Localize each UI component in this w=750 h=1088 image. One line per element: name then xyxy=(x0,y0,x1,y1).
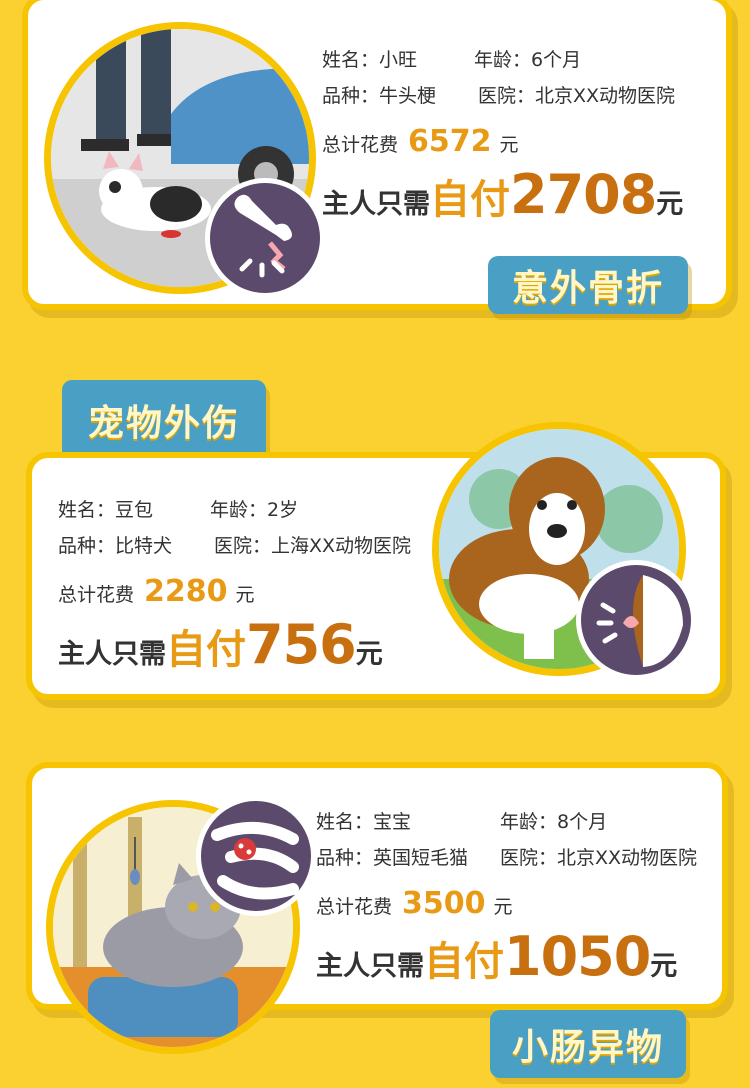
pet-breed: 比特犬 xyxy=(115,534,173,557)
pay-word: 自付 xyxy=(424,939,504,985)
category-tab-fracture: 意外骨折 xyxy=(488,256,688,314)
age-label: 年龄： xyxy=(210,498,268,521)
name-label: 姓名： xyxy=(322,48,380,71)
total-label: 总计花费 xyxy=(316,896,393,918)
bulldog-illustration xyxy=(432,422,686,676)
total-amount: 2280 xyxy=(144,574,228,609)
pay-unit: 元 xyxy=(355,639,383,670)
pet-name: 豆包 xyxy=(115,498,154,521)
pet-hospital: 上海XX动物医院 xyxy=(271,534,412,557)
cat-illustration xyxy=(46,800,300,1054)
pay-word: 自付 xyxy=(166,627,246,673)
total-label: 总计花费 xyxy=(58,584,135,606)
total-amount: 3500 xyxy=(402,886,486,921)
total-unit: 元 xyxy=(493,896,513,918)
hospital-label: 医院： xyxy=(478,84,536,107)
pay-unit: 元 xyxy=(650,951,678,982)
pet-hospital: 北京XX动物医院 xyxy=(535,84,676,107)
breed-label: 品种： xyxy=(322,84,380,107)
name-label: 姓名： xyxy=(58,498,116,521)
category-label: 小肠异物 xyxy=(511,1027,664,1068)
pay-amount: 756 xyxy=(246,613,357,676)
pet-age: 6个月 xyxy=(531,48,582,71)
pet-name: 小旺 xyxy=(379,48,418,71)
category-label: 意外骨折 xyxy=(511,268,664,309)
category-label: 宠物外伤 xyxy=(87,403,240,444)
pet-name: 宝宝 xyxy=(373,810,412,833)
pet-hospital: 北京XX动物医院 xyxy=(557,846,698,869)
pet-breed: 英国短毛猫 xyxy=(373,846,469,869)
hospital-label: 医院： xyxy=(500,846,558,869)
name-label: 姓名： xyxy=(316,810,374,833)
case-info-fracture: 姓名：小旺 年龄：6个月 品种：牛头梗 医院：北京XX动物医院 总计花费 657… xyxy=(322,40,684,227)
pay-word: 自付 xyxy=(430,177,510,223)
breed-label: 品种： xyxy=(316,846,374,869)
broken-bone-icon xyxy=(205,178,325,298)
pet-breed: 牛头梗 xyxy=(379,84,437,107)
age-label: 年龄： xyxy=(474,48,532,71)
total-unit: 元 xyxy=(499,134,519,156)
pet-age: 8个月 xyxy=(557,810,608,833)
pay-amount: 2708 xyxy=(510,163,657,226)
intestine-icon xyxy=(196,796,316,916)
age-label: 年龄： xyxy=(500,810,558,833)
case-info-injury: 姓名：豆包 年龄：2岁 品种：比特犬 医院：上海XX动物医院 总计花费 2280… xyxy=(58,490,412,677)
hospital-label: 医院： xyxy=(214,534,272,557)
breed-label: 品种： xyxy=(58,534,116,557)
case-info-foreign-body: 姓名：宝宝 年龄：8个月 品种：英国短毛猫 医院：北京XX动物医院 总计花费 3… xyxy=(316,802,698,989)
wound-icon xyxy=(576,560,696,680)
total-unit: 元 xyxy=(235,584,255,606)
pay-prefix: 主人只需 xyxy=(322,189,430,220)
pay-prefix: 主人只需 xyxy=(316,951,424,982)
category-tab-foreign-body: 小肠异物 xyxy=(490,1010,686,1078)
total-label: 总计花费 xyxy=(322,134,399,156)
total-amount: 6572 xyxy=(408,124,492,159)
pet-age: 2岁 xyxy=(267,498,299,521)
pay-prefix: 主人只需 xyxy=(58,639,166,670)
pay-amount: 1050 xyxy=(504,925,651,988)
category-tab-injury: 宠物外伤 xyxy=(62,380,266,460)
pay-unit: 元 xyxy=(656,189,684,220)
